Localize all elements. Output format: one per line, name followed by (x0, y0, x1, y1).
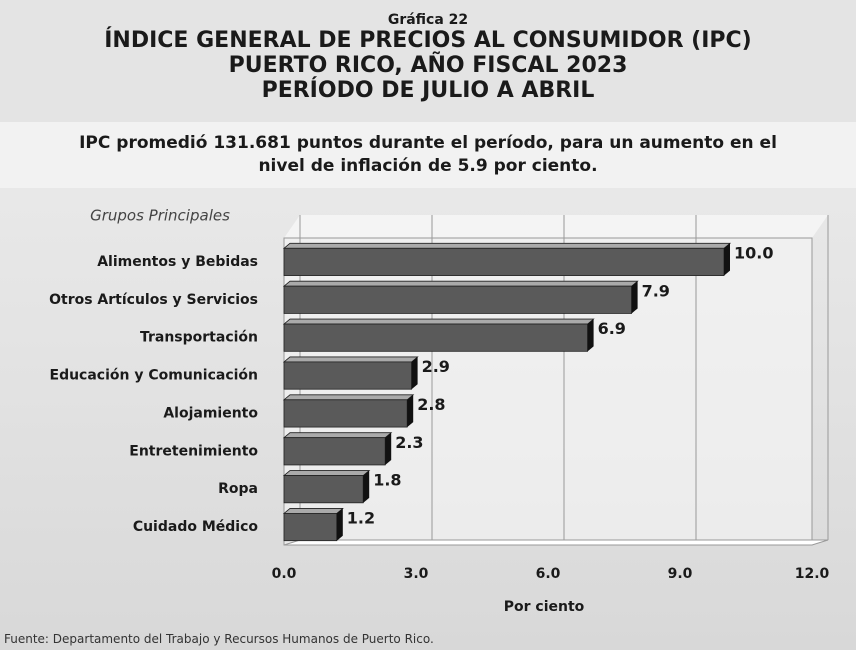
bar-top (284, 471, 369, 476)
x-tick-label: 9.0 (668, 566, 693, 582)
source: Fuente: Departamento del Trabajo y Recur… (4, 632, 434, 646)
y-axis-label: Grupos Principales (90, 207, 230, 225)
bar (284, 286, 632, 313)
bar-end (385, 433, 391, 465)
bar (284, 476, 363, 503)
bar (284, 438, 385, 465)
bar-end (632, 281, 638, 313)
bar (284, 248, 724, 275)
plot-floor (284, 540, 828, 545)
value-label: 2.8 (417, 395, 445, 414)
bar (284, 513, 337, 540)
bar-end (588, 319, 594, 351)
bar-end (337, 508, 343, 540)
bar (284, 400, 407, 427)
x-tick-label: 0.0 (272, 566, 297, 582)
chart: Grupos Principales Por ciento 0.0 3.0 6.0 9… (0, 0, 856, 650)
bar (284, 324, 588, 351)
y-tick-label: Alimentos y Bebidas (97, 254, 258, 270)
value-label: 2.3 (395, 433, 423, 452)
bar-top (284, 281, 638, 286)
bar-end (412, 357, 418, 389)
y-tick-label: Alojamiento (163, 405, 258, 421)
value-label: 6.9 (598, 319, 626, 338)
bar-top (284, 395, 413, 400)
y-tick-label: Ropa (218, 481, 258, 497)
bar-end (407, 395, 413, 427)
chart-page: Gráfica 22 ÍNDICE GENERAL DE PRECIOS AL … (0, 0, 856, 650)
x-tick-label: 3.0 (404, 566, 429, 582)
bar-top (284, 357, 418, 362)
x-tick-label: 6.0 (536, 566, 561, 582)
bar-top (284, 319, 594, 324)
y-tick-label: Cuidado Médico (133, 519, 259, 535)
y-tick-label: Educación y Comunicación (50, 368, 259, 384)
y-tick-label: Transportación (140, 330, 258, 346)
bar-top (284, 508, 343, 513)
value-label: 10.0 (734, 243, 773, 262)
bar-end (363, 471, 369, 503)
bar-top (284, 243, 730, 248)
y-tick-label: Otros Artículos y Servicios (49, 292, 258, 308)
value-label: 2.9 (422, 357, 450, 376)
x-axis-label: Por ciento (504, 599, 585, 615)
bar-top (284, 433, 391, 438)
plot-top (284, 215, 828, 238)
y-tick-label: Entretenimiento (129, 443, 258, 459)
value-label: 1.8 (373, 471, 401, 490)
value-label: 7.9 (642, 281, 670, 300)
value-label: 1.2 (347, 509, 375, 528)
x-tick-label: 12.0 (795, 566, 830, 582)
bar (284, 362, 412, 389)
bar-end (724, 243, 730, 275)
